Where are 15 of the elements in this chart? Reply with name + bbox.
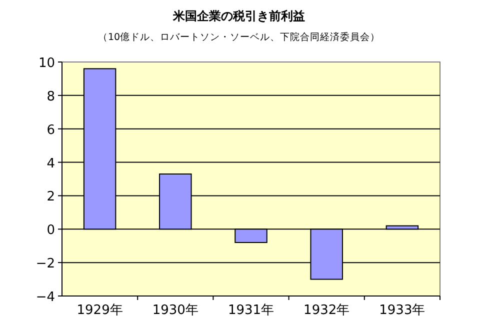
x-tick-label: 1929年: [76, 303, 123, 318]
y-tick-label: −4: [36, 290, 55, 305]
x-tick-label: 1931年: [228, 303, 274, 318]
y-tick-label: 10: [38, 56, 55, 71]
y-tick-label: 4: [46, 156, 55, 172]
x-tick-label: 1930年: [152, 303, 198, 318]
x-tick-label: 1932年: [304, 303, 350, 318]
y-tick-label: −2: [36, 256, 55, 272]
x-tick-label: 1933年: [379, 303, 426, 318]
chart-title: 米国企業の税引き前利益: [172, 9, 305, 23]
chart-subtitle: （10億ドル、ロバートソン・ソーベル、下院合同経済委員会）: [98, 31, 380, 43]
y-tick-label: 6: [46, 122, 55, 138]
y-tick-label: 8: [46, 89, 55, 104]
y-tick-label: 2: [46, 190, 55, 205]
y-tick-label: 0: [46, 223, 55, 238]
